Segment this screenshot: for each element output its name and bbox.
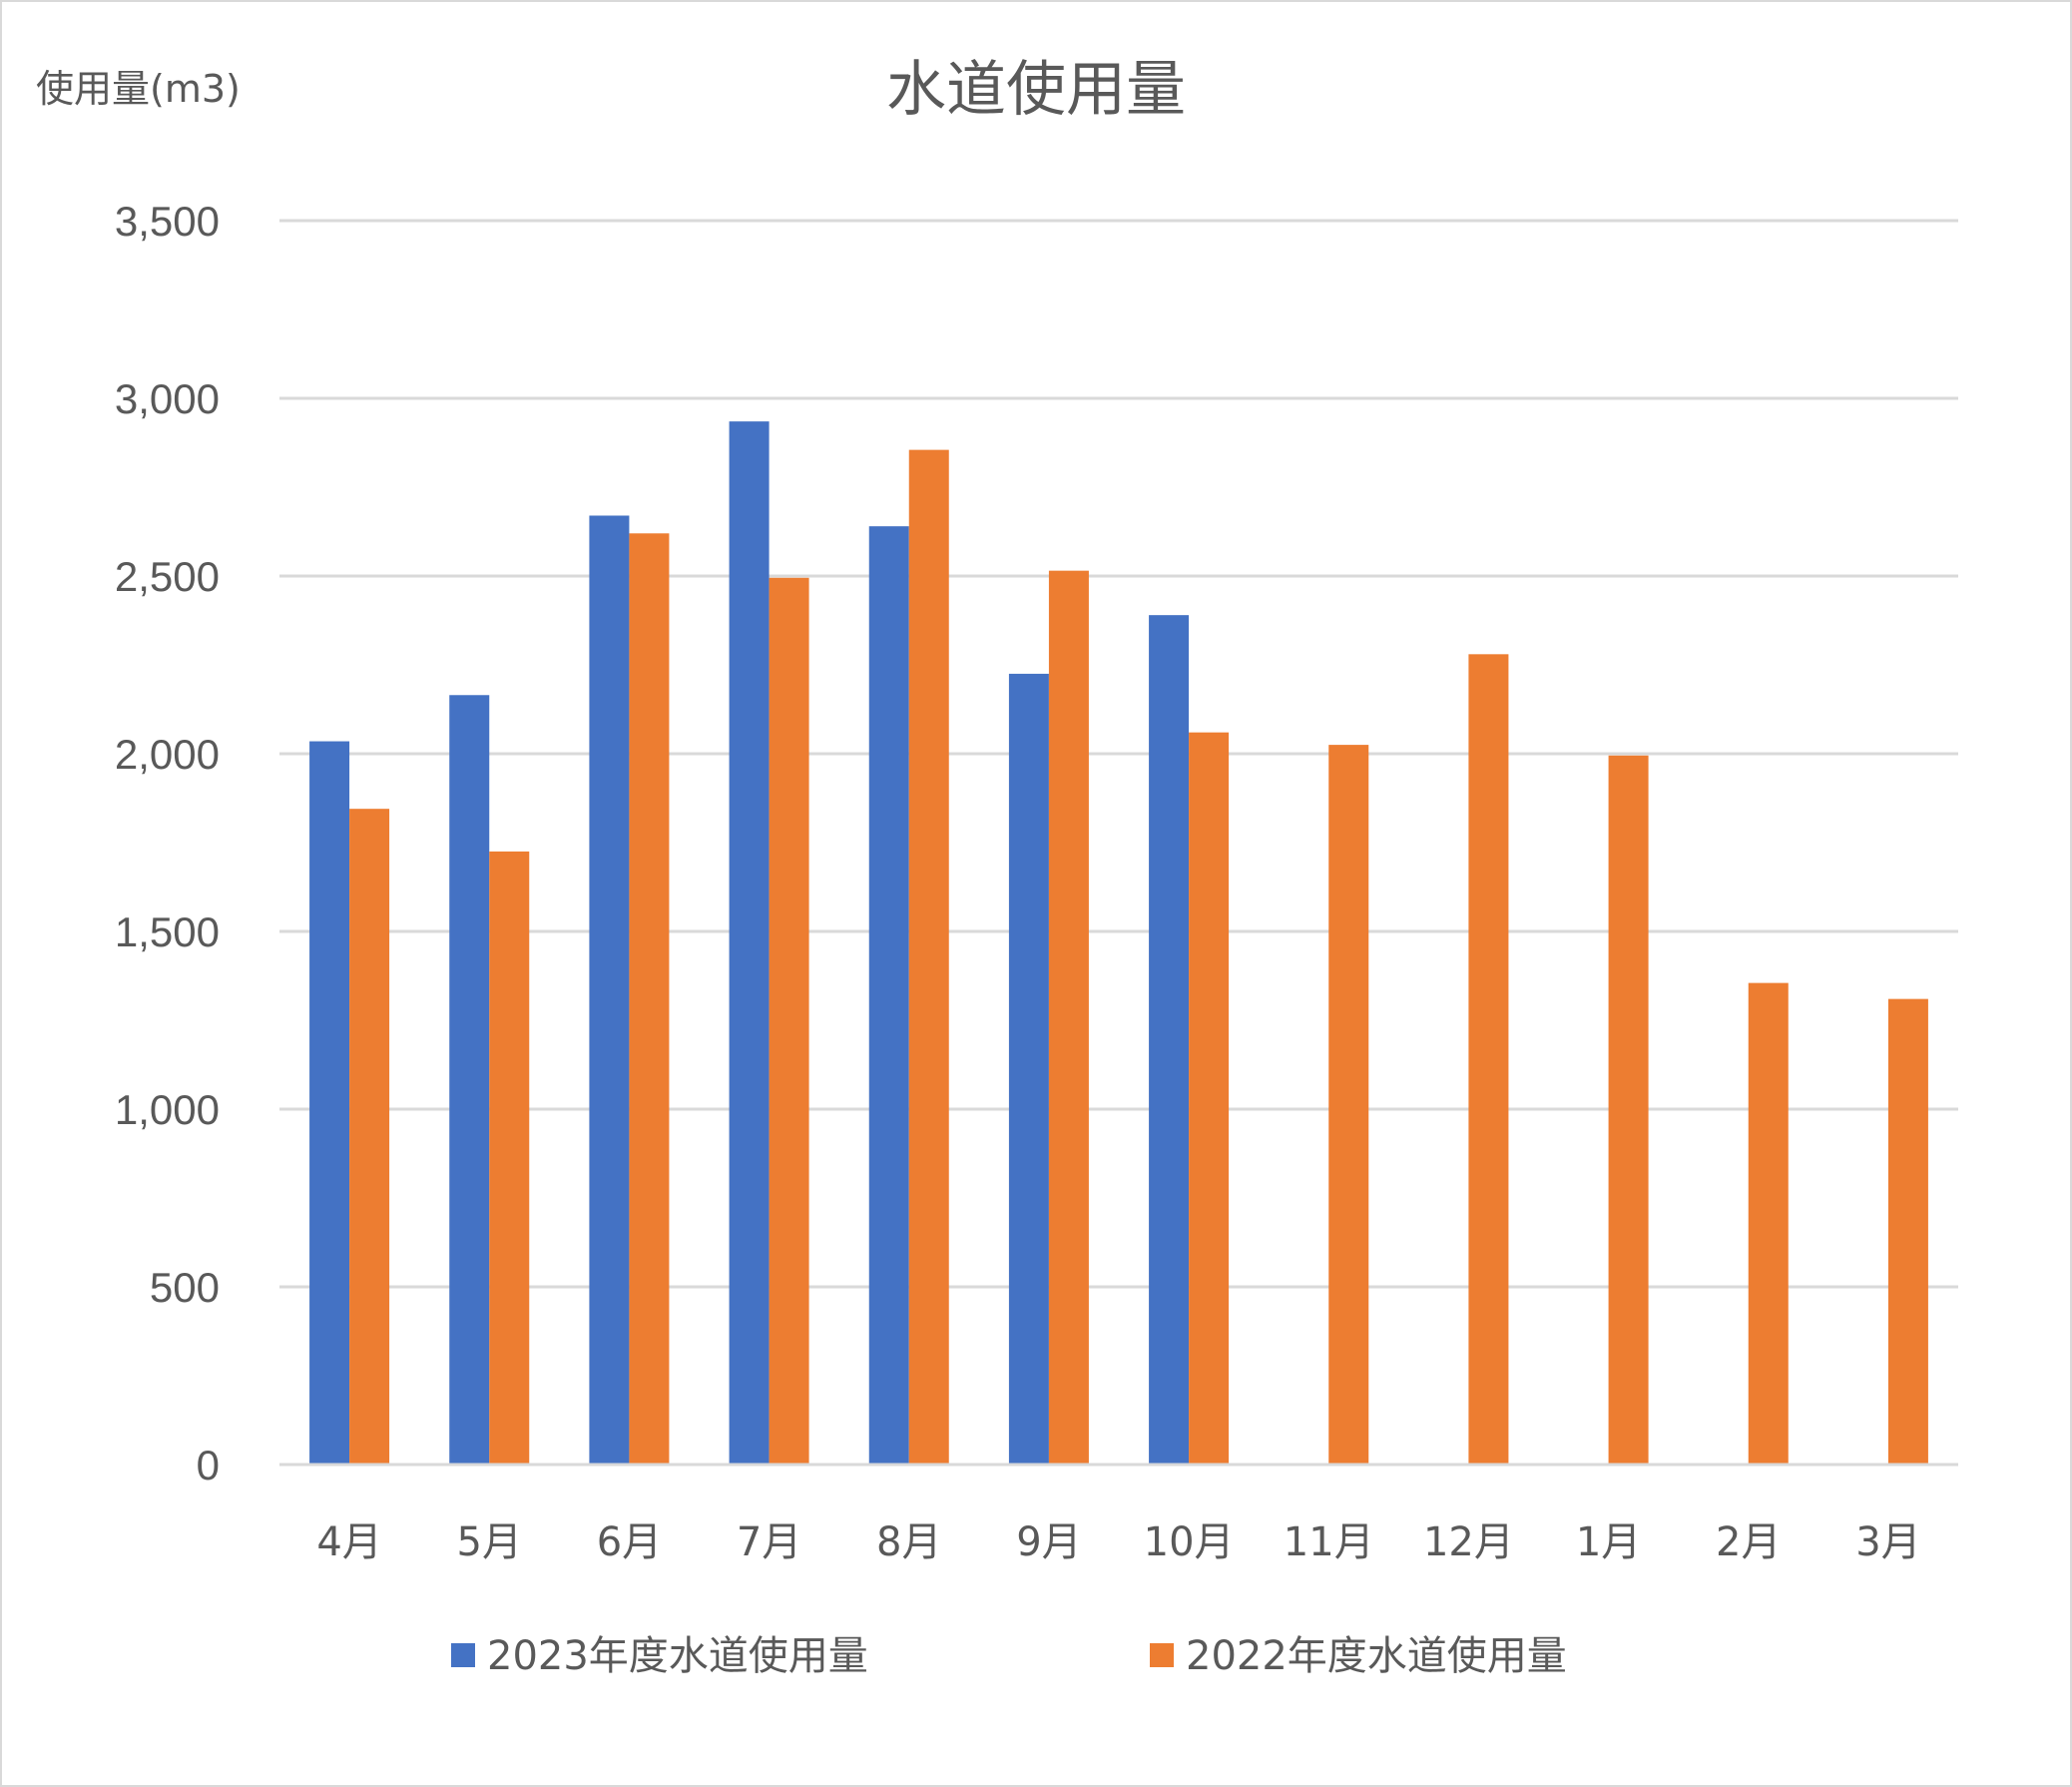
gridlines	[279, 219, 1958, 1289]
x-tick-label: 4月	[316, 1519, 381, 1565]
x-axis-ticks: 4月 5月 6月 7月 8月 9月 10月 11月 12月 1月 2月 3月	[316, 1519, 1920, 1565]
bars	[309, 421, 1928, 1465]
bar-series1-7	[1149, 615, 1190, 1465]
bar-series2-5	[908, 449, 949, 1465]
bar-series2-12	[1887, 998, 1928, 1465]
legend-label: 2022年度水道使用量	[1186, 1633, 1567, 1679]
x-tick-label: 6月	[597, 1519, 662, 1565]
bar-series2-7	[1189, 732, 1230, 1465]
x-tick-label: 3月	[1855, 1519, 1920, 1565]
x-tick-label: 1月	[1576, 1519, 1641, 1565]
bar-series2-8	[1328, 745, 1369, 1465]
bar-series2-2	[489, 851, 530, 1465]
bar-series2-6	[1048, 570, 1089, 1465]
legend-label: 2023年度水道使用量	[487, 1633, 868, 1679]
legend-swatch	[451, 1643, 475, 1667]
chart-title: 水道使用量	[886, 55, 1186, 125]
bar-series1-4	[729, 421, 770, 1465]
x-tick-label: 11月	[1284, 1519, 1374, 1565]
bar-series2-3	[629, 533, 670, 1465]
x-tick-label: 12月	[1423, 1519, 1514, 1565]
x-tick-label: 7月	[737, 1519, 801, 1565]
bar-series2-4	[769, 577, 809, 1465]
y-tick-label: 1,000	[115, 1086, 220, 1133]
bar-series2-9	[1468, 654, 1509, 1465]
x-tick-label: 10月	[1144, 1519, 1235, 1565]
bar-series2-11	[1748, 982, 1789, 1465]
bar-series1-5	[868, 526, 909, 1465]
bar-series2-1	[349, 809, 390, 1465]
x-tick-label: 8月	[876, 1519, 941, 1565]
legend: 2023年度水道使用量 2022年度水道使用量	[451, 1633, 1567, 1679]
y-tick-label: 2,500	[115, 553, 220, 600]
y-tick-label: 2,000	[115, 731, 220, 778]
y-tick-label: 3,000	[115, 375, 220, 422]
y-tick-label: 500	[150, 1264, 220, 1311]
x-tick-label: 2月	[1716, 1519, 1781, 1565]
bar-series1-3	[589, 515, 630, 1465]
bar-series2-10	[1608, 755, 1649, 1465]
y-tick-label: 0	[197, 1442, 220, 1489]
y-tick-label: 1,500	[115, 908, 220, 955]
y-axis-ticks: 0 500 1,000 1,500 2,000 2,500 3,000 3,500	[115, 198, 220, 1489]
x-tick-label: 5月	[457, 1519, 522, 1565]
bar-series1-6	[1008, 673, 1049, 1465]
x-tick-label: 9月	[1016, 1519, 1081, 1565]
bar-series1-1	[309, 741, 350, 1465]
bar-series1-2	[449, 695, 490, 1465]
y-axis-label: 使用量(m3)	[36, 67, 241, 111]
y-tick-label: 3,500	[115, 198, 220, 245]
legend-swatch	[1150, 1643, 1174, 1667]
